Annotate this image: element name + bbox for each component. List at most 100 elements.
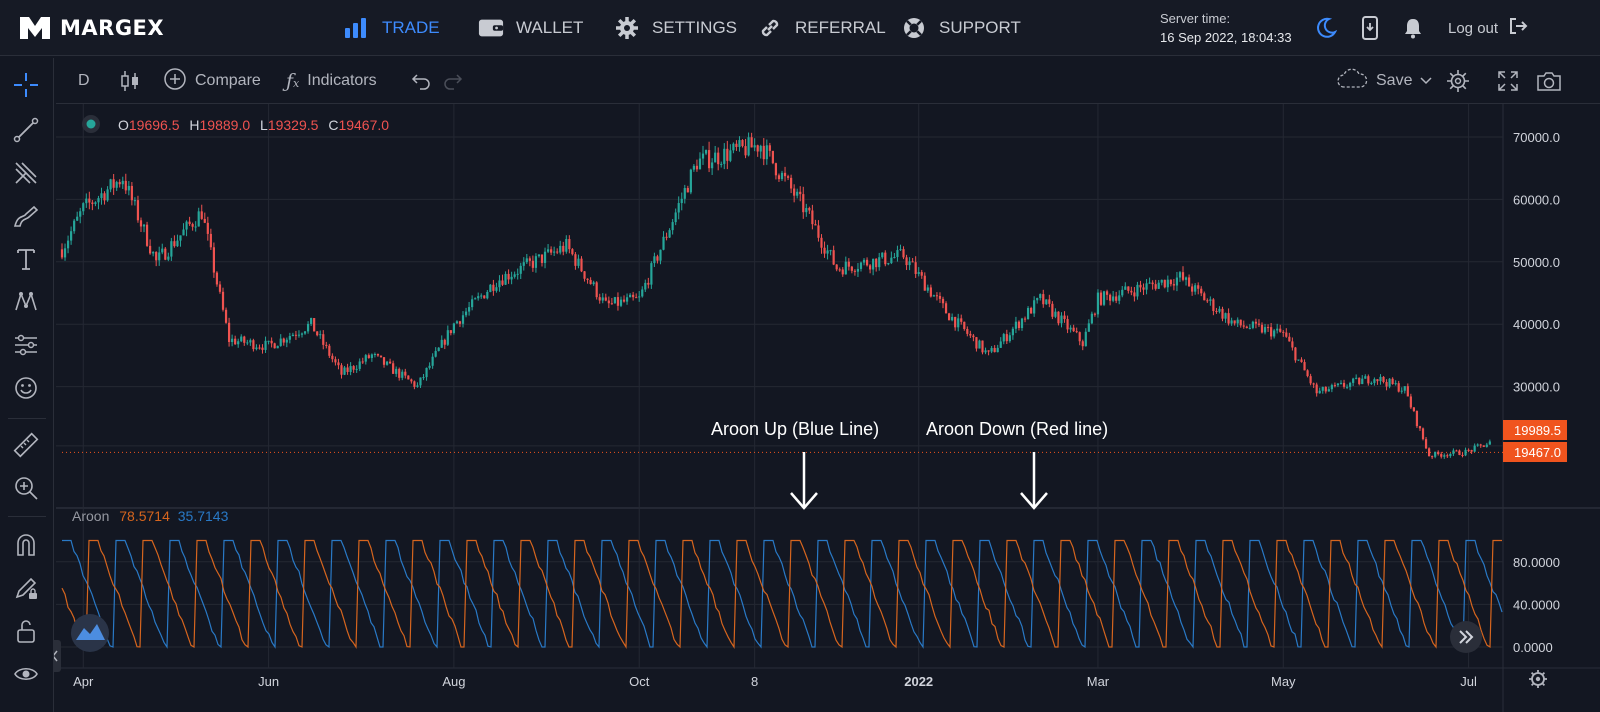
candle-body — [1112, 296, 1115, 301]
candle-body — [431, 356, 434, 366]
text-tool-icon[interactable] — [9, 242, 43, 276]
candle-body — [60, 249, 64, 258]
candle-body — [1385, 382, 1388, 387]
candle-body — [1470, 450, 1473, 452]
emoji-icon[interactable] — [9, 371, 43, 405]
candle-body — [1203, 293, 1206, 301]
candle-body — [1060, 315, 1063, 324]
nav-support[interactable]: SUPPORT — [901, 14, 1021, 42]
candle-body — [206, 222, 209, 234]
ruler-icon[interactable] — [9, 428, 43, 462]
magnet-icon[interactable] — [9, 528, 43, 562]
candle-body — [905, 257, 908, 266]
candle-body — [1273, 330, 1276, 337]
settings-gear-icon[interactable] — [1446, 68, 1470, 94]
candle-body — [1169, 279, 1172, 285]
mobile-app-icon[interactable] — [1358, 16, 1382, 40]
candle-body — [750, 137, 753, 148]
candle-body — [1020, 318, 1024, 329]
candle-body — [659, 249, 662, 261]
candle-body — [158, 252, 161, 261]
candle-body — [306, 323, 310, 332]
candle-body — [1342, 382, 1346, 387]
nav-wallet[interactable]: WALLET — [478, 14, 583, 42]
candle-body — [1266, 327, 1270, 329]
candle-body — [920, 272, 923, 276]
candle-body — [194, 226, 197, 228]
eye-icon[interactable] — [9, 657, 43, 691]
candle-body — [1406, 386, 1409, 397]
logout-button[interactable]: Log out — [1448, 17, 1528, 39]
brush-icon[interactable] — [9, 199, 43, 233]
nav-trade[interactable]: TRADE — [344, 14, 440, 42]
candle-body — [483, 295, 486, 299]
candle-body — [1424, 439, 1428, 449]
aroon-series — [61, 539, 1503, 650]
candle-body — [619, 299, 623, 306]
candle-body — [923, 275, 926, 291]
nav-settings[interactable]: SETTINGS — [614, 14, 737, 42]
compare-button[interactable]: Compare — [163, 67, 261, 94]
camera-icon[interactable] — [1536, 68, 1562, 94]
candle-body — [1427, 448, 1431, 457]
candle-body — [492, 284, 495, 291]
nav-referral[interactable]: REFERRAL — [757, 14, 886, 42]
candle-body — [1452, 450, 1455, 454]
legend-dot[interactable] — [86, 119, 96, 129]
candle-body — [1239, 319, 1242, 326]
trend-line-icon[interactable] — [9, 113, 43, 147]
candle-body — [255, 347, 258, 350]
candle-body — [686, 188, 689, 193]
bell-icon[interactable] — [1401, 16, 1425, 40]
candle-body — [425, 367, 428, 378]
crosshair-icon[interactable] — [9, 68, 43, 102]
aroon-legend[interactable]: Aroon 78.5714 35.7143 — [72, 508, 229, 524]
price-tick-label: 30000.0 — [1513, 380, 1560, 395]
pitchfork-icon[interactable] — [9, 156, 43, 190]
candle-body — [665, 236, 668, 238]
drawing-toolbar — [0, 58, 54, 712]
candle-body — [240, 336, 243, 342]
candle-body — [413, 381, 416, 387]
candle-body — [1215, 310, 1218, 312]
candle-body — [887, 263, 890, 265]
candle-body — [379, 355, 383, 358]
candlestick-series — [60, 132, 1491, 460]
candle-body — [580, 258, 583, 272]
candle-body — [963, 321, 966, 329]
candle-body — [197, 211, 200, 227]
bar-chart-icon — [344, 16, 370, 40]
zoom-in-icon[interactable] — [9, 471, 43, 505]
candle-body — [1023, 318, 1027, 320]
save-button[interactable]: Save — [1336, 68, 1432, 94]
moon-icon[interactable] — [1314, 16, 1338, 40]
chart-settings-icon[interactable] — [1529, 670, 1547, 688]
candle-body — [859, 262, 863, 269]
undo-icon[interactable] — [410, 68, 432, 94]
time-tick-label: May — [1271, 674, 1296, 689]
candle-body — [747, 137, 750, 156]
indicators-button[interactable]: ƒx Indicators — [286, 68, 377, 94]
candle-body — [1276, 328, 1279, 331]
server-time-label: Server time: — [1160, 11, 1231, 26]
candle-body — [237, 341, 240, 345]
lock-drawings-icon[interactable] — [9, 571, 43, 605]
svg-text:19467.0: 19467.0 — [1514, 445, 1561, 460]
fullscreen-icon[interactable] — [1496, 68, 1520, 94]
candle-body — [361, 361, 364, 363]
candle-body — [823, 247, 826, 254]
interval-button[interactable]: D — [78, 68, 90, 94]
candle-body — [1200, 288, 1203, 294]
interval-label: D — [78, 72, 90, 89]
candle-body — [1048, 299, 1051, 304]
pattern-icon[interactable] — [9, 285, 43, 319]
scroll-to-realtime-button[interactable] — [1450, 621, 1482, 653]
redo-icon[interactable] — [442, 68, 464, 94]
prediction-icon[interactable] — [9, 328, 43, 362]
tradingview-logo[interactable] — [71, 614, 109, 652]
brand-logo[interactable]: MARGEX — [18, 12, 164, 44]
unlock-icon[interactable] — [9, 614, 43, 648]
candle-body — [1418, 426, 1422, 429]
candles-icon[interactable] — [120, 68, 140, 94]
